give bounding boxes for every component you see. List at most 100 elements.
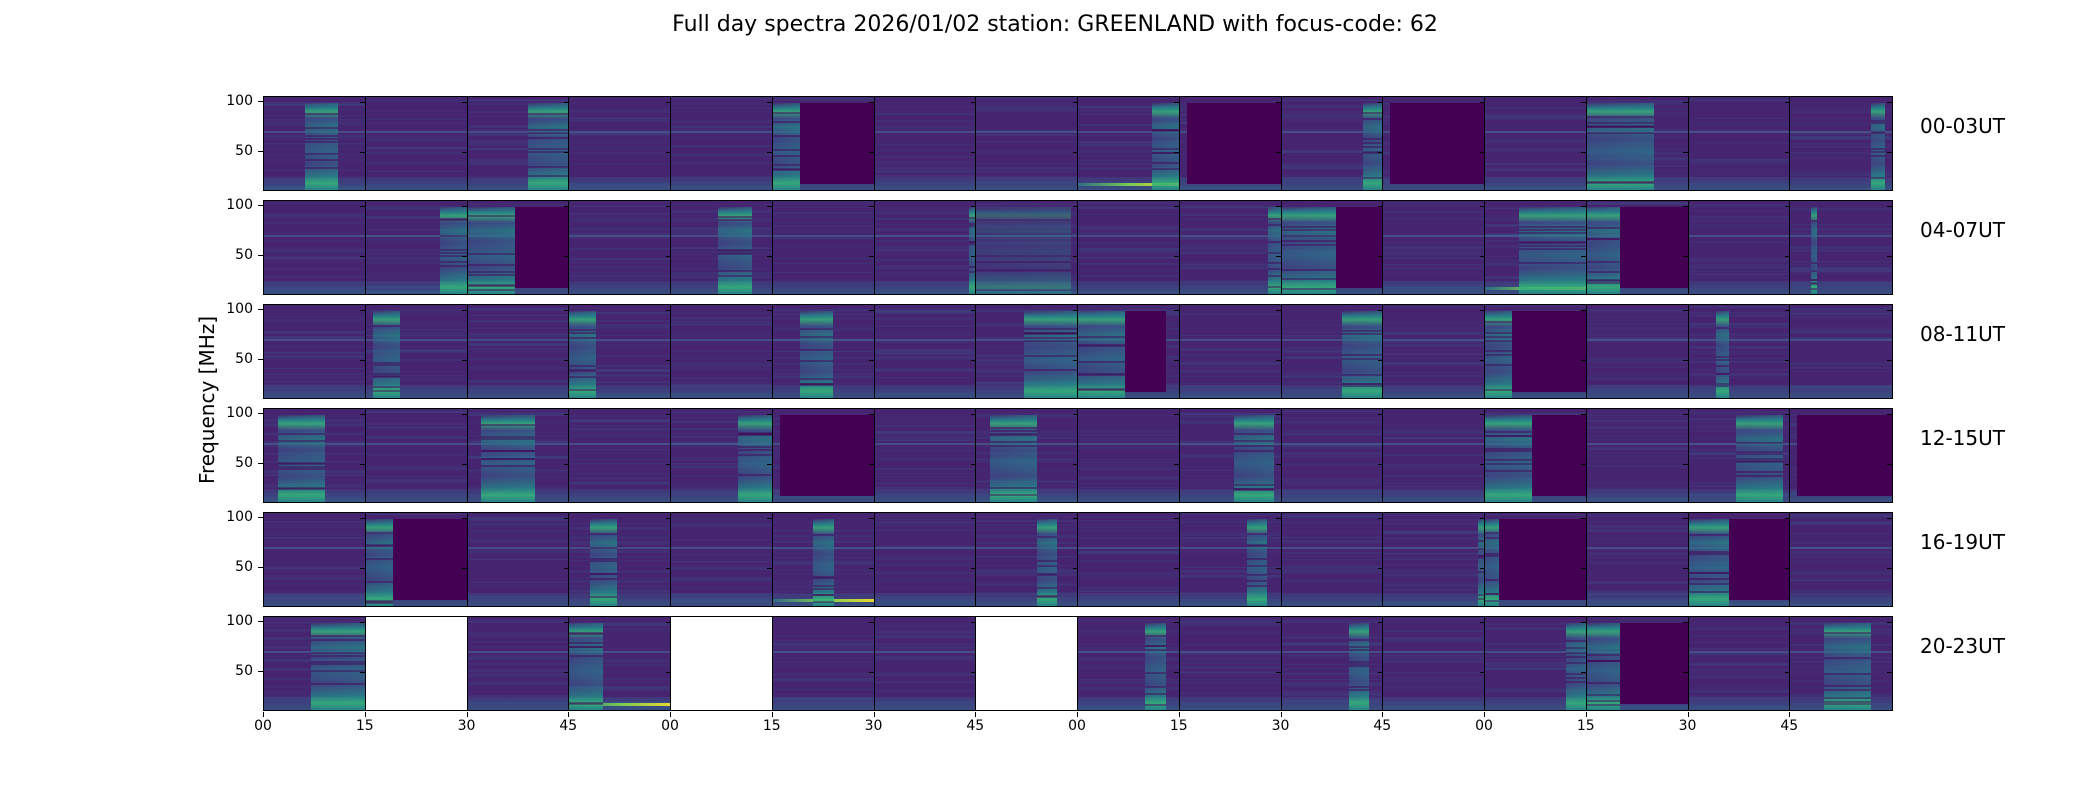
frequency-band bbox=[874, 546, 976, 548]
strong-rfi bbox=[569, 702, 671, 707]
frequency-band bbox=[467, 412, 569, 416]
frequency-band bbox=[1281, 111, 1383, 113]
low-frequency-rfi bbox=[569, 488, 671, 502]
spectrogram-panel bbox=[771, 304, 875, 399]
frequency-band bbox=[1790, 249, 1892, 252]
burst-striation bbox=[989, 426, 1037, 429]
frequency-band bbox=[1281, 672, 1383, 675]
frequency-band bbox=[1281, 455, 1383, 458]
frequency-band bbox=[1485, 644, 1587, 647]
frequency-band bbox=[671, 146, 773, 148]
frequency-band bbox=[874, 326, 976, 328]
frequency-band bbox=[772, 256, 874, 259]
y-tick-mark bbox=[1581, 622, 1587, 623]
frequency-band bbox=[264, 315, 366, 319]
rfi-line bbox=[1383, 235, 1485, 238]
frequency-band bbox=[467, 100, 569, 102]
low-frequency-rfi bbox=[1790, 592, 1892, 606]
frequency-band bbox=[1179, 251, 1281, 254]
frequency-band bbox=[671, 523, 773, 525]
burst-striation bbox=[1871, 154, 1885, 157]
frequency-band bbox=[976, 232, 1078, 236]
frequency-band bbox=[1586, 486, 1688, 488]
y-tick-mark bbox=[767, 464, 773, 465]
burst-striation bbox=[813, 576, 834, 579]
y-tick-mark bbox=[1276, 360, 1281, 361]
frequency-band bbox=[1790, 142, 1892, 145]
y-tick-mark bbox=[1683, 464, 1688, 465]
y-tick-mark bbox=[563, 518, 569, 519]
x-tick-mark bbox=[1280, 712, 1282, 717]
frequency-band bbox=[1688, 669, 1790, 672]
burst-striation bbox=[1267, 268, 1281, 271]
burst-striation bbox=[304, 135, 339, 138]
y-tick-mark bbox=[1072, 518, 1078, 519]
frequency-band bbox=[1383, 640, 1485, 642]
frequency-band bbox=[1281, 150, 1383, 153]
burst-striation bbox=[969, 240, 976, 243]
spectrogram-panel bbox=[670, 304, 774, 399]
x-tick-mark bbox=[568, 712, 570, 717]
frequency-band bbox=[874, 249, 976, 253]
frequency-band bbox=[569, 153, 671, 156]
frequency-band bbox=[1688, 276, 1790, 279]
frequency-band bbox=[1586, 357, 1688, 361]
y-tick-mark bbox=[1479, 360, 1485, 361]
quiet-region bbox=[1390, 102, 1485, 185]
frequency-band bbox=[772, 684, 874, 688]
burst-striation bbox=[1715, 365, 1729, 367]
burst-striation bbox=[1586, 699, 1621, 702]
burst-striation bbox=[1735, 459, 1783, 462]
burst-striation bbox=[481, 450, 535, 453]
frequency-band bbox=[365, 100, 467, 102]
frequency-band bbox=[1179, 484, 1281, 487]
frequency-band bbox=[569, 266, 671, 268]
quiet-region bbox=[1498, 518, 1587, 601]
y-tick-label: 50 bbox=[235, 247, 253, 263]
burst-striation bbox=[304, 166, 339, 169]
burst-striation bbox=[1281, 278, 1336, 281]
frequency-band bbox=[874, 266, 976, 269]
frequency-band bbox=[1586, 411, 1688, 414]
frequency-band bbox=[874, 341, 976, 343]
frequency-band bbox=[1383, 513, 1485, 516]
frequency-band bbox=[874, 253, 976, 256]
y-tick-mark bbox=[360, 518, 366, 519]
y-tick-mark bbox=[767, 310, 773, 311]
burst-striation bbox=[969, 266, 976, 269]
frequency-band bbox=[1790, 532, 1892, 535]
y-tick-mark bbox=[869, 152, 874, 153]
frequency-band bbox=[1586, 335, 1688, 337]
low-frequency-rfi bbox=[1586, 384, 1688, 398]
spectrogram-panel bbox=[1585, 304, 1689, 399]
frequency-band bbox=[1485, 143, 1587, 145]
spectrogram-panel bbox=[975, 304, 1079, 399]
burst-striation bbox=[1233, 489, 1275, 492]
frequency-band bbox=[569, 132, 671, 135]
frequency-band bbox=[671, 561, 773, 563]
frequency-band bbox=[671, 566, 773, 569]
burst-striation bbox=[1871, 131, 1885, 134]
frequency-band bbox=[569, 335, 671, 337]
frequency-band bbox=[365, 256, 467, 260]
frequency-band bbox=[1078, 588, 1180, 591]
y-tick-mark bbox=[1276, 518, 1281, 519]
frequency-band bbox=[569, 271, 671, 274]
burst-striation bbox=[1871, 122, 1885, 125]
frequency-band bbox=[1179, 665, 1281, 668]
burst-striation bbox=[1267, 223, 1281, 226]
rfi-line bbox=[1281, 547, 1383, 550]
spectrogram-panel bbox=[1484, 408, 1588, 503]
burst-striation bbox=[1518, 245, 1587, 248]
burst-striation bbox=[481, 423, 535, 426]
frequency-band bbox=[1586, 203, 1688, 206]
frequency-band bbox=[1179, 618, 1281, 621]
frequency-band bbox=[1383, 333, 1485, 336]
frequency-band bbox=[1078, 620, 1180, 622]
frequency-band bbox=[874, 436, 976, 439]
y-tick-mark bbox=[1174, 360, 1180, 361]
frequency-band bbox=[264, 373, 366, 376]
burst-striation bbox=[1810, 278, 1818, 281]
frequency-band bbox=[569, 670, 671, 673]
frequency-band bbox=[1688, 259, 1790, 263]
